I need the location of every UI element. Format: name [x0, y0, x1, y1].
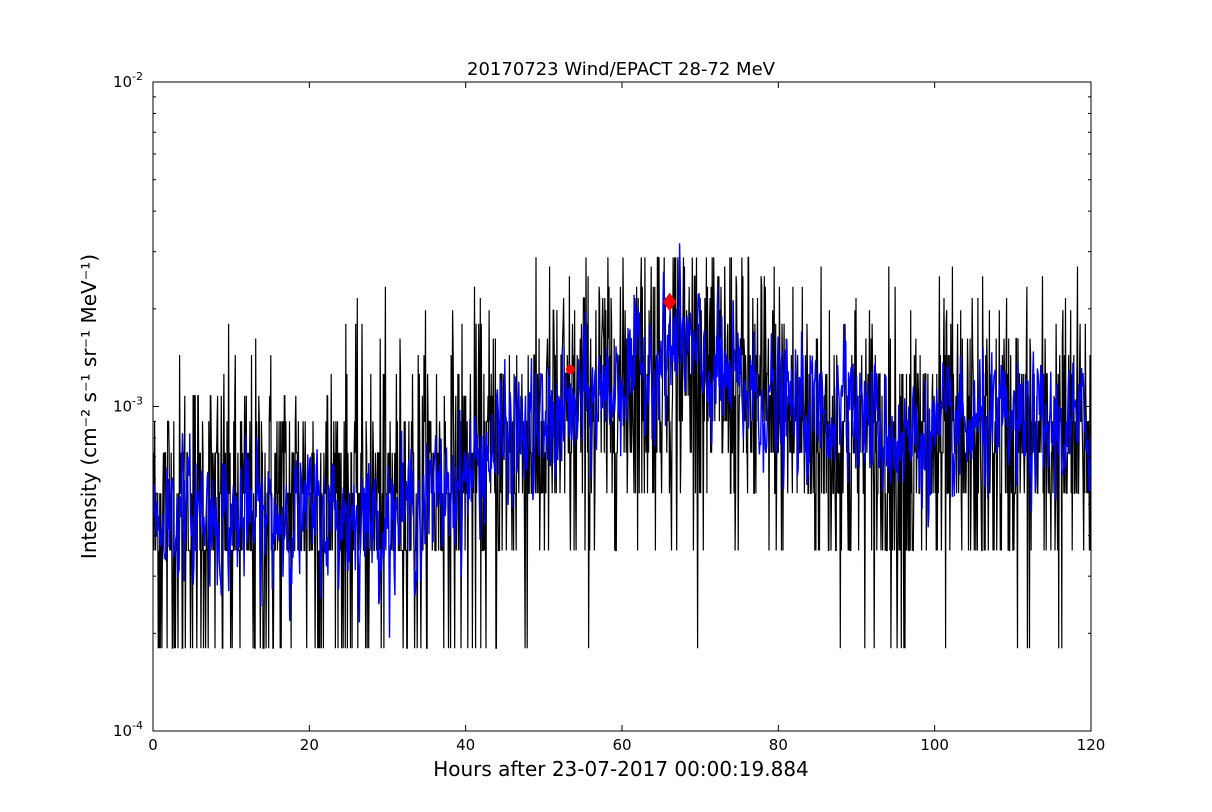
- chart-title: 20170723 Wind/EPACT 28-72 MeV: [467, 59, 776, 80]
- marker-onset-dot: [565, 365, 575, 375]
- plot-area: [153, 243, 1091, 649]
- y-axis-label-text: Intensity (cm⁻² s⁻¹ sr⁻¹ MeV⁻¹): [77, 254, 101, 559]
- marker-peak-diamond: [663, 292, 677, 312]
- y-axis-label: Intensity (cm⁻² s⁻¹ sr⁻¹ MeV⁻¹): [77, 254, 101, 559]
- x-tick-label: 120: [1077, 736, 1106, 754]
- y-tick-label: 10-3: [113, 395, 143, 416]
- x-tick-label: 40: [456, 736, 475, 754]
- x-tick-label: 100: [920, 736, 949, 754]
- series-smoothed-intensity: [153, 243, 1091, 638]
- x-tick-label: 0: [148, 736, 158, 754]
- x-axis-label: Hours after 23-07-2017 00:00:19.884: [433, 757, 809, 781]
- y-tick-label: 10-2: [113, 70, 143, 91]
- x-tick-label: 20: [300, 736, 319, 754]
- x-tick-label: 80: [769, 736, 788, 754]
- x-tick-label: 60: [612, 736, 631, 754]
- y-tick-label: 10-4: [113, 719, 143, 740]
